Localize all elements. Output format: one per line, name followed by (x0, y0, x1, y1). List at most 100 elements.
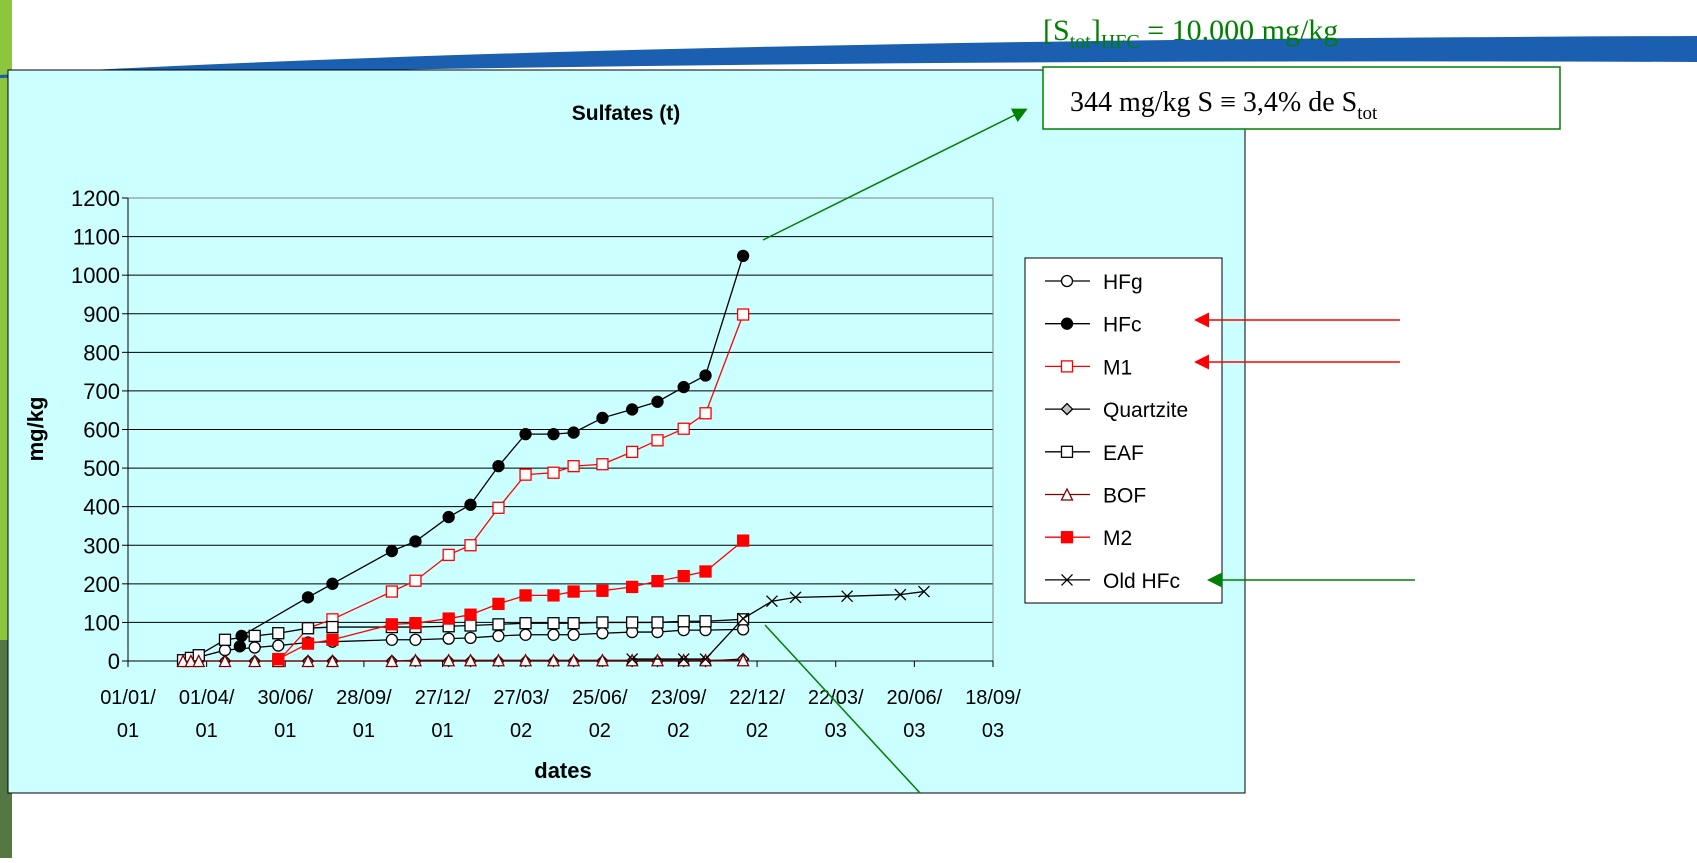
legend (1025, 258, 1222, 603)
marker (493, 619, 504, 630)
marker (597, 617, 608, 628)
marker (548, 629, 559, 640)
x-tick-label-line: 30/06/ (257, 687, 313, 709)
x-tick-label-line: 01 (117, 720, 139, 742)
marker (700, 616, 711, 627)
marker (443, 512, 454, 523)
x-axis-label: dates (534, 758, 591, 783)
marker (493, 502, 504, 513)
annotation-part: = 10.000 mg/kg (1140, 14, 1339, 47)
marker (302, 623, 313, 634)
marker (627, 581, 638, 592)
x-tick-label-line: 18/09/ (965, 687, 1021, 709)
marker (700, 408, 711, 419)
marker (273, 640, 284, 651)
x-tick-label-line: 27/03/ (493, 687, 549, 709)
x-tick-label-line: 01 (431, 720, 453, 742)
x-tick-label-line: 28/09/ (336, 687, 392, 709)
marker (738, 309, 749, 320)
marker (520, 629, 531, 640)
marker (493, 630, 504, 641)
y-tick-label: 600 (83, 418, 120, 443)
marker (597, 412, 608, 423)
marker (234, 641, 245, 652)
marker (465, 499, 476, 510)
marker (678, 423, 689, 434)
x-tick-label-line: 01 (196, 720, 218, 742)
annotation-subscript: tot (1357, 103, 1378, 124)
marker (410, 618, 421, 629)
marker (465, 609, 476, 620)
marker (465, 632, 476, 643)
x-tick-label-line: 01/04/ (179, 687, 235, 709)
marker (302, 638, 313, 649)
chart-title: Sulfates (t) (572, 102, 681, 125)
x-tick-label-line: 03 (982, 720, 1004, 742)
marker (1062, 532, 1073, 543)
marker (493, 461, 504, 472)
x-tick-label-line: 03 (903, 720, 925, 742)
marker (219, 634, 230, 645)
annotation-subscript: tot (1070, 31, 1092, 53)
marker (386, 634, 397, 645)
marker (249, 642, 260, 653)
marker (700, 370, 711, 381)
legend-label: Quartzite (1103, 399, 1188, 422)
y-tick-label: 900 (83, 302, 120, 327)
marker (386, 546, 397, 557)
marker (443, 549, 454, 560)
marker (568, 461, 579, 472)
annotation-subscript: HFC (1101, 31, 1140, 53)
legend-label: M1 (1103, 356, 1132, 379)
marker (738, 535, 749, 546)
annotation-part: [S (1043, 14, 1070, 47)
x-tick-label-line: 23/09/ (651, 687, 707, 709)
y-tick-label: 700 (83, 379, 120, 404)
marker (652, 617, 663, 628)
marker (327, 634, 338, 645)
marker (548, 618, 559, 629)
marker (1062, 276, 1073, 287)
marker (302, 592, 313, 603)
annotation-part: 344 mg/kg S ≡ 3,4% de S (1070, 87, 1357, 118)
marker (548, 429, 559, 440)
marker (627, 446, 638, 457)
marker (520, 590, 531, 601)
marker (327, 622, 338, 633)
marker (548, 590, 559, 601)
marker (738, 624, 749, 635)
marker (1062, 318, 1073, 329)
y-axis-label: mg/kg (23, 397, 48, 462)
x-tick-label-line: 02 (510, 720, 532, 742)
marker (568, 586, 579, 597)
marker (738, 250, 749, 261)
x-tick-label-line: 01 (353, 720, 375, 742)
marker (652, 576, 663, 587)
x-tick-label-line: 02 (746, 720, 768, 742)
x-tick-label-line: 25/06/ (572, 687, 628, 709)
marker (652, 435, 663, 446)
marker (273, 628, 284, 639)
marker (568, 427, 579, 438)
marker (386, 619, 397, 630)
y-tick-label: 1200 (71, 186, 120, 211)
y-tick-label: 200 (83, 572, 120, 597)
marker (465, 620, 476, 631)
y-tick-label: 300 (83, 533, 120, 558)
legend-label: HFc (1103, 314, 1142, 337)
legend-label: BOF (1103, 485, 1146, 508)
marker (493, 598, 504, 609)
marker (678, 571, 689, 582)
marker (652, 396, 663, 407)
slide: 0100200300400500600700800900100011001200… (0, 0, 1697, 858)
marker (597, 628, 608, 639)
marker (568, 629, 579, 640)
marker (548, 467, 559, 478)
x-tick-label-line: 22/12/ (729, 687, 785, 709)
marker (249, 630, 260, 641)
legend-label: HFg (1103, 271, 1143, 294)
x-tick-label-line: 03 (825, 720, 847, 742)
marker (520, 618, 531, 629)
marker (520, 429, 531, 440)
marker (410, 575, 421, 586)
